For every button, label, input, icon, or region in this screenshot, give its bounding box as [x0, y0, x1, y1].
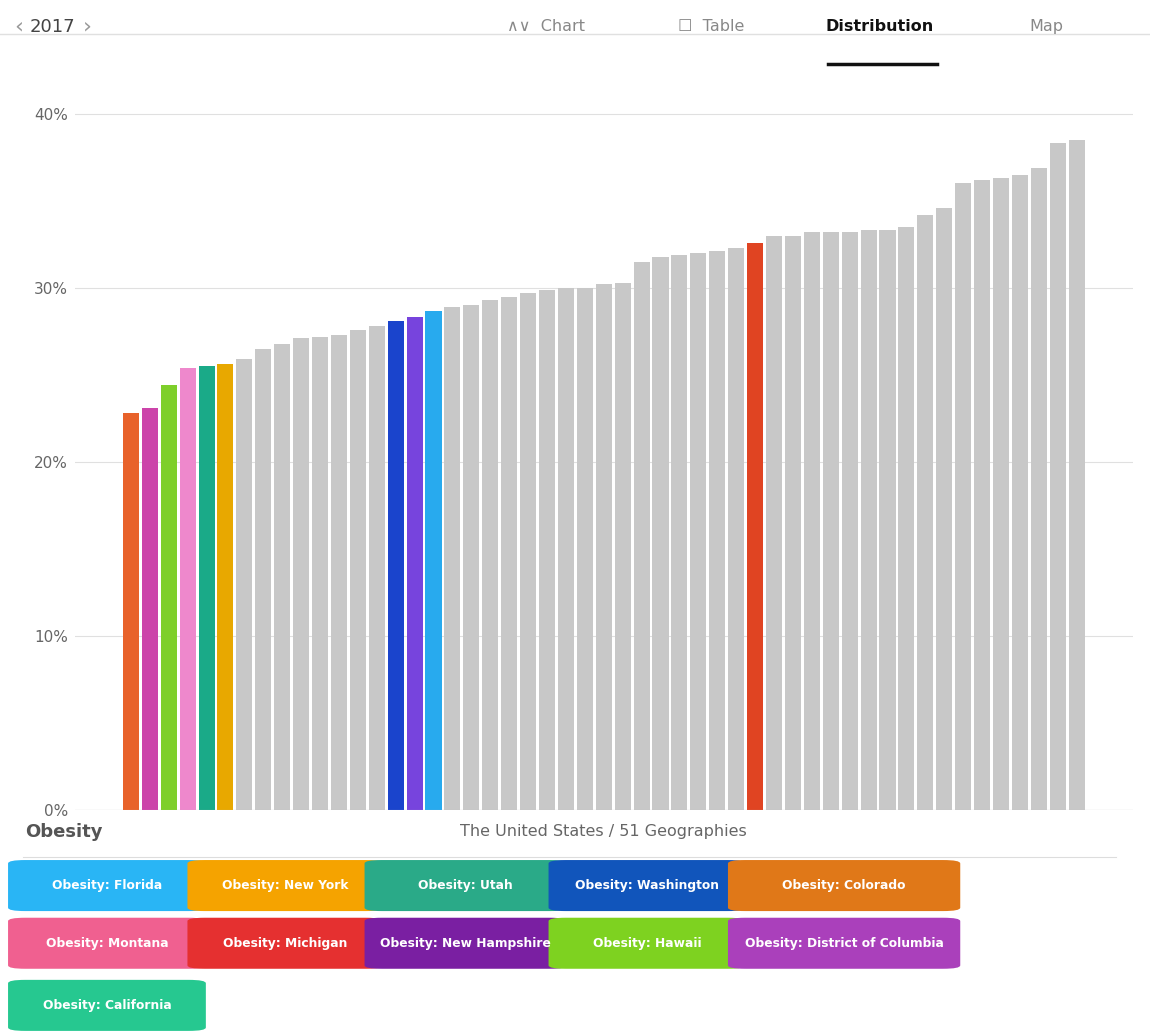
Bar	[690, 253, 706, 810]
Bar	[501, 296, 518, 810]
Bar	[880, 230, 896, 810]
Bar	[992, 179, 1009, 810]
Bar	[369, 326, 385, 810]
Text: ∧∨  Chart: ∧∨ Chart	[507, 20, 585, 34]
FancyBboxPatch shape	[549, 917, 745, 969]
Bar	[842, 232, 858, 810]
Bar	[179, 368, 196, 810]
FancyBboxPatch shape	[365, 917, 567, 969]
Bar	[766, 235, 782, 810]
Bar	[1068, 140, 1084, 810]
Bar	[652, 257, 668, 810]
Bar	[860, 230, 876, 810]
Bar	[634, 262, 650, 810]
Bar	[728, 248, 744, 810]
Bar	[293, 338, 309, 810]
Text: Obesity: Hawaii: Obesity: Hawaii	[592, 937, 702, 949]
Bar	[539, 290, 555, 810]
Text: Obesity: Obesity	[25, 824, 102, 841]
Bar	[331, 335, 347, 810]
Bar	[822, 232, 838, 810]
Bar	[710, 252, 726, 810]
Text: ‹: ‹	[14, 17, 23, 37]
FancyBboxPatch shape	[728, 917, 960, 969]
Bar	[520, 293, 536, 810]
Text: Obesity: Michigan: Obesity: Michigan	[223, 937, 347, 949]
Bar	[577, 288, 593, 810]
Bar	[274, 344, 290, 810]
Bar	[141, 408, 158, 810]
Bar	[936, 207, 952, 810]
Text: Distribution: Distribution	[826, 20, 934, 34]
Bar	[956, 184, 971, 810]
Bar	[161, 385, 177, 810]
FancyBboxPatch shape	[187, 917, 383, 969]
Bar	[614, 283, 630, 810]
FancyBboxPatch shape	[8, 917, 206, 969]
Bar	[1012, 174, 1028, 810]
Text: Obesity: New Hampshire: Obesity: New Hampshire	[381, 937, 551, 949]
Bar	[426, 311, 442, 810]
Bar	[748, 243, 764, 810]
Text: Obesity: Florida: Obesity: Florida	[52, 879, 162, 892]
Text: ☐  Table: ☐ Table	[677, 20, 744, 34]
FancyBboxPatch shape	[8, 979, 206, 1031]
Bar	[596, 285, 612, 810]
Bar	[918, 215, 934, 810]
Bar	[672, 255, 688, 810]
Bar	[312, 336, 328, 810]
Bar	[1050, 143, 1066, 810]
FancyBboxPatch shape	[365, 860, 567, 911]
Text: Obesity: Montana: Obesity: Montana	[46, 937, 168, 949]
Bar	[463, 305, 480, 810]
Text: Map: Map	[1029, 20, 1064, 34]
Text: Obesity: Colorado: Obesity: Colorado	[782, 879, 906, 892]
Bar	[350, 329, 366, 810]
Bar	[407, 318, 423, 810]
Bar	[482, 300, 498, 810]
FancyBboxPatch shape	[8, 860, 206, 911]
Bar	[217, 364, 233, 810]
Bar	[974, 180, 990, 810]
Bar	[199, 366, 215, 810]
FancyBboxPatch shape	[549, 860, 745, 911]
Text: Obesity: District of Columbia: Obesity: District of Columbia	[745, 937, 943, 949]
Bar	[784, 235, 800, 810]
Text: Obesity: Utah: Obesity: Utah	[419, 879, 513, 892]
Text: ›: ›	[83, 17, 92, 37]
Bar	[558, 288, 574, 810]
FancyBboxPatch shape	[728, 860, 960, 911]
FancyBboxPatch shape	[187, 860, 383, 911]
Bar	[388, 321, 404, 810]
Bar	[123, 413, 139, 810]
Text: Obesity: New York: Obesity: New York	[222, 879, 348, 892]
Bar	[1030, 168, 1046, 810]
Bar	[444, 308, 460, 810]
Text: 2017: 2017	[30, 18, 76, 36]
Bar	[255, 349, 271, 810]
Bar	[804, 232, 820, 810]
X-axis label: The United States / 51 Geographies: The United States / 51 Geographies	[460, 824, 748, 839]
Text: Obesity: Washington: Obesity: Washington	[575, 879, 719, 892]
Text: Obesity: California: Obesity: California	[43, 999, 171, 1011]
Bar	[237, 359, 252, 810]
Bar	[898, 227, 914, 810]
